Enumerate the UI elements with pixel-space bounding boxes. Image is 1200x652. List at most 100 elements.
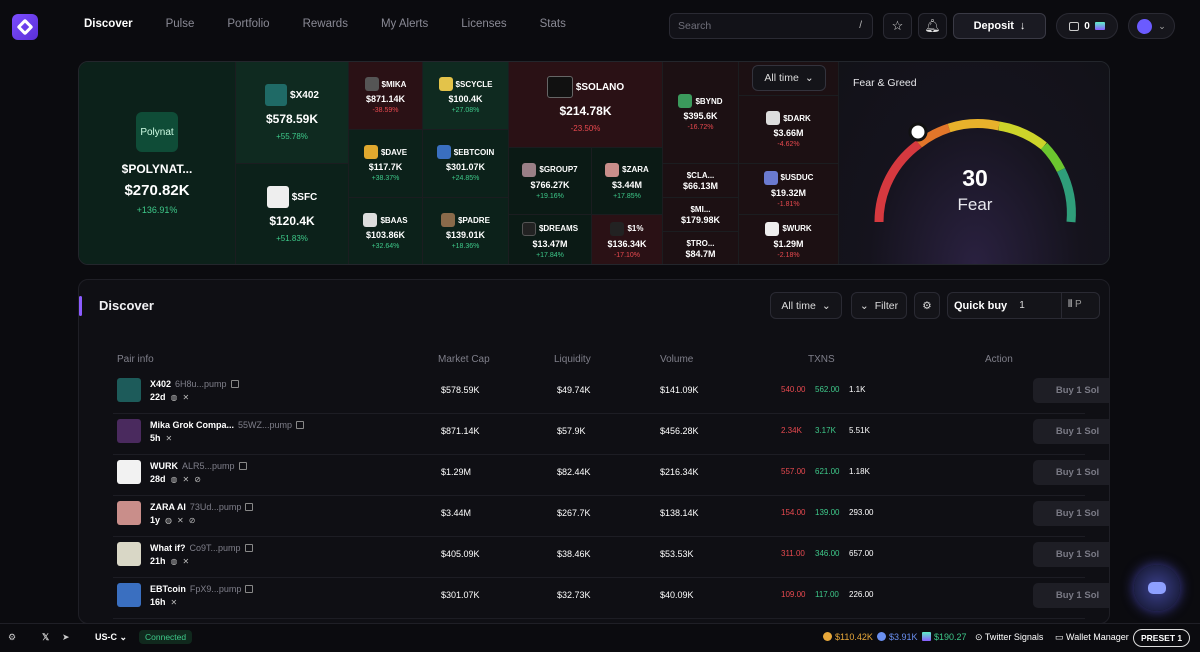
nav-pulse[interactable]: Pulse	[165, 18, 195, 30]
copy-icon[interactable]	[245, 503, 254, 511]
x-icon[interactable]: ✕	[182, 556, 190, 566]
eth-price: $3.91K	[877, 632, 918, 642]
link-icon[interactable]: ⊘	[188, 515, 196, 525]
globe-icon[interactable]: ◍	[170, 392, 178, 402]
table-row[interactable]: X402 6H8u...pump 22d ◍ ✕ $578.59K $49.74K $141.…	[113, 373, 1109, 414]
nav-portfolio[interactable]: Portfolio	[227, 18, 270, 30]
x-icon[interactable]: 𝕏	[42, 632, 50, 642]
pair-name[interactable]: ZARA AI	[150, 502, 186, 512]
twitter-signals-button[interactable]: ⊙ Twitter Signals	[975, 632, 1043, 643]
robot-icon	[1148, 582, 1166, 594]
table-row[interactable]: ZARA AI 73Ud...pump 1y ◍ ✕ ⊘ $3.44M $267.7K $138…	[113, 496, 1109, 537]
globe-icon[interactable]: ◍	[165, 515, 172, 525]
tile-price: $66.13M	[682, 180, 719, 191]
preset-button[interactable]: PRESET 1	[1133, 629, 1191, 647]
pair-name[interactable]: EBTcoin	[150, 584, 186, 594]
wallet-balance-button[interactable]: 0	[1056, 13, 1118, 39]
app-logo[interactable]	[12, 14, 38, 40]
heatmap-tile[interactable]: $ZARA $3.44M +17.85%	[592, 148, 663, 215]
watchlist-button[interactable]: ☆	[883, 13, 912, 39]
txns-buys: 311.00	[781, 549, 805, 558]
txns-total: 657.00	[849, 549, 874, 558]
telegram-icon[interactable]: ➤	[62, 632, 70, 642]
heatmap-tile[interactable]: $GROUP7 $766.27K +19.16%	[509, 148, 592, 215]
heatmap-tile[interactable]: $SOLANO $214.78K -23.50%	[509, 62, 663, 148]
table-row[interactable]: WURK ALR5...pump 28d ◍ ✕ ⊘ $1.29M $82.44K $216.3…	[113, 455, 1109, 496]
assistant-bot-button[interactable]	[1134, 565, 1180, 611]
nav-licenses[interactable]: Licenses	[461, 18, 507, 30]
pair-name[interactable]: What if?	[150, 543, 186, 553]
pair-name[interactable]: X402	[150, 379, 172, 389]
heatmap-tile[interactable]: $USDUC $19.32M -1.81%	[739, 164, 839, 215]
settings-button[interactable]: ⚙	[914, 292, 940, 319]
globe-icon[interactable]: ◍	[170, 474, 178, 484]
nav-rewards[interactable]: Rewards	[302, 18, 348, 30]
search-input[interactable]: Search /	[669, 13, 873, 39]
buy-button[interactable]: Buy 1 Sol	[1033, 542, 1109, 567]
globe-icon[interactable]: ◍	[170, 556, 178, 566]
copy-icon[interactable]	[238, 462, 247, 470]
heatmap-tile[interactable]: $CLA... $66.13M	[663, 164, 739, 198]
buy-button[interactable]: Buy 1 Sol	[1033, 460, 1109, 485]
heatmap-timeframe-select[interactable]: All time ⌄	[752, 65, 826, 91]
gear-icon[interactable]: ⚙	[8, 632, 17, 642]
x-icon[interactable]: ✕	[170, 597, 178, 607]
pair-name[interactable]: Mika Grok Compa...	[150, 420, 235, 430]
heatmap-tile[interactable]: $DAVE $117.7K +38.37%	[349, 130, 423, 198]
notifications-button[interactable]: 🔔︎	[918, 13, 947, 39]
tile-change: +51.83%	[276, 234, 308, 243]
btc-icon	[823, 632, 832, 641]
buy-button[interactable]: Buy 1 Sol	[1033, 501, 1109, 526]
heatmap-tile[interactable]: $DREAMS $13.47M +17.84%	[509, 215, 592, 264]
wallet-manager-button[interactable]: ▭ Wallet Manager	[1055, 632, 1129, 643]
account-menu-button[interactable]: ⌄	[1128, 13, 1175, 39]
x-icon[interactable]: ✕	[182, 474, 190, 484]
discover-timeframe-select[interactable]: All time ⌄	[770, 292, 842, 319]
heatmap-tile[interactable]: $1% $136.34K -17.10%	[592, 215, 663, 264]
x-icon[interactable]: ✕	[165, 433, 173, 443]
x-icon[interactable]: ✕	[182, 392, 190, 402]
copy-icon[interactable]	[244, 544, 253, 552]
copy-icon[interactable]	[230, 380, 239, 388]
buy-button[interactable]: Buy 1 Sol	[1033, 378, 1109, 403]
filter-button[interactable]: ⌄ Filter	[851, 292, 907, 319]
region-select[interactable]: US-C ⌄	[95, 632, 127, 643]
search-shortcut: /	[859, 20, 862, 31]
x-icon[interactable]: ✕	[177, 515, 184, 525]
nav-stats[interactable]: Stats	[539, 18, 566, 30]
table-row[interactable]: What if? Co9T...pump 21h ◍ ✕ $405.09K $38.46K $…	[113, 537, 1109, 578]
preset-toggle[interactable]: ⫴ P	[1068, 299, 1082, 310]
tile-change: +55.78%	[276, 132, 308, 141]
heatmap-tile[interactable]: $TRO... $84.7M	[663, 232, 739, 264]
copy-icon[interactable]	[296, 421, 305, 429]
heatmap-tile[interactable]: $WURK $1.29M -2.18%	[739, 215, 839, 264]
buy-button[interactable]: Buy 1 Sol	[1033, 419, 1109, 444]
table-row[interactable]: Mika Grok Compa... 55WZ...pump 5h ✕ $871.14K…	[113, 414, 1109, 455]
connection-status: Connected	[139, 630, 193, 644]
pair-name[interactable]: WURK	[150, 461, 178, 471]
heatmap-tile[interactable]: $PADRE $139.01K +18.36%	[423, 198, 509, 264]
table-row[interactable]: EBTcoin FpX9...pump 16h ✕ $301.07K $32.73K $40…	[113, 578, 1109, 619]
link-icon[interactable]: ⊘	[194, 474, 201, 484]
heatmap-tile[interactable]: $MIKA $871.14K -38.59%	[349, 62, 423, 130]
heatmap-tile[interactable]: $SCYCLE $100.4K +27.08%	[423, 62, 509, 130]
heatmap-tile[interactable]: $BYND $395.6K -16.72%	[663, 62, 739, 164]
pair-meta: 16h ✕	[150, 597, 177, 607]
quick-buy-input[interactable]: Quick buy 1 ⫴ P	[947, 292, 1100, 319]
tile-name: $EBTCOIN	[453, 147, 495, 157]
deposit-button[interactable]: Deposit ↓	[953, 13, 1046, 39]
arrow-down-icon: ↓	[1019, 20, 1026, 32]
tile-name: $DREAMS	[538, 224, 579, 233]
heatmap-tile[interactable]: Polynat $POLYNAT... $270.82K +136.91%	[79, 62, 236, 264]
market-cap: $578.59K	[441, 385, 480, 395]
heatmap-tile[interactable]: $BAAS $103.86K +32.64%	[349, 198, 423, 264]
nav-discover[interactable]: Discover	[84, 18, 133, 30]
heatmap-tile[interactable]: $MI... $179.98K	[663, 198, 739, 232]
heatmap-tile[interactable]: $DARK $3.66M -4.62%	[739, 96, 839, 164]
heatmap-tile[interactable]: $SFC $120.4K +51.83%	[236, 164, 349, 264]
heatmap-tile[interactable]: $EBTCOIN $301.07K +24.85%	[423, 130, 509, 198]
buy-button[interactable]: Buy 1 Sol	[1033, 583, 1109, 608]
nav-my-alerts[interactable]: My Alerts	[380, 18, 429, 30]
heatmap-tile[interactable]: $X402 $578.59K +55.78%	[236, 62, 349, 164]
copy-icon[interactable]	[245, 585, 254, 593]
